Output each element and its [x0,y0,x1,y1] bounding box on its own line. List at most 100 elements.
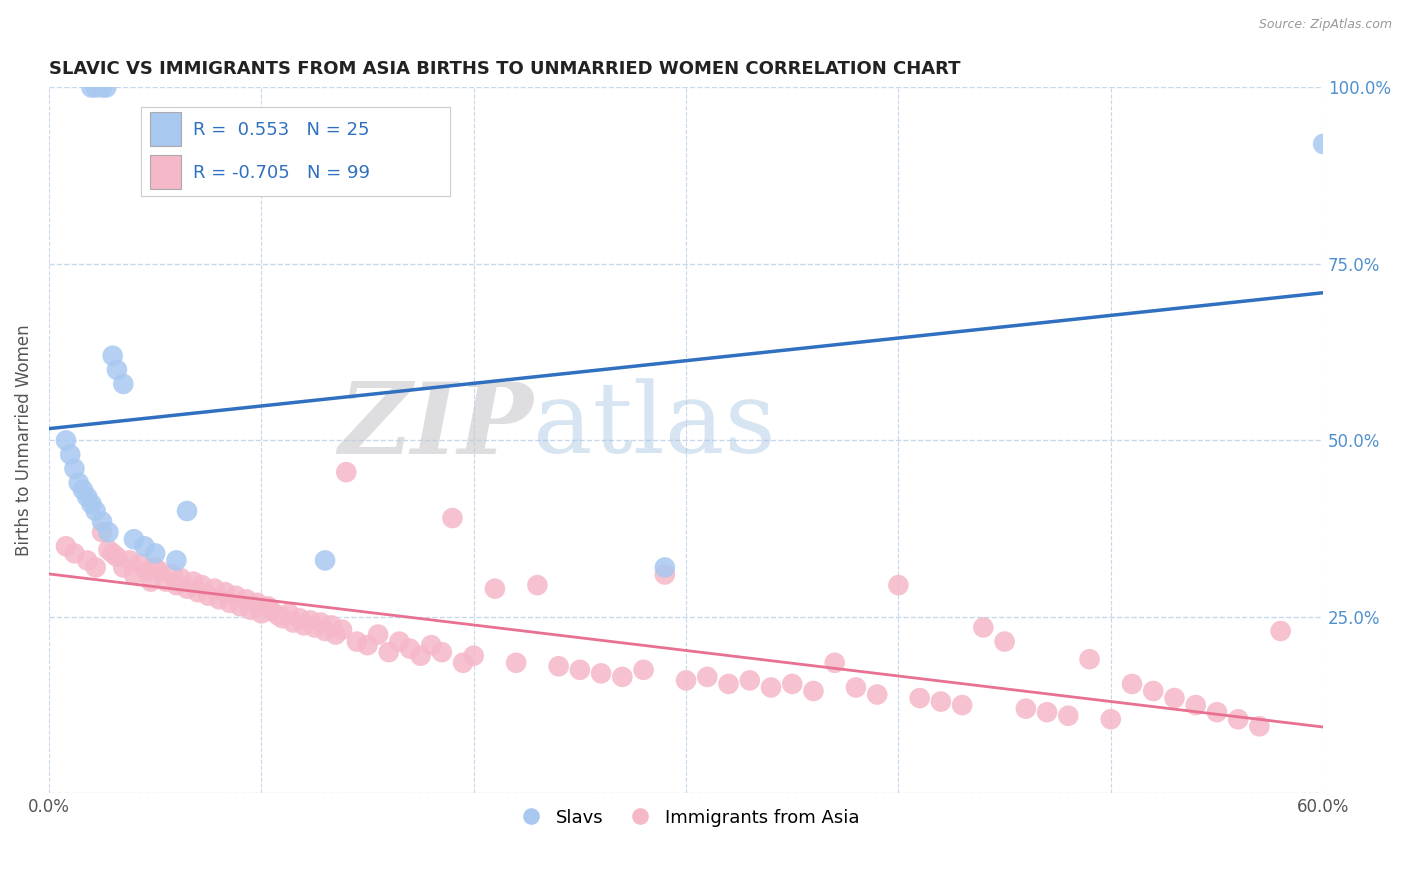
Point [191,578,214,592]
Point [96,80,118,95]
Point [91,525,114,540]
Point [169,571,191,585]
Bar [150,112,181,146]
Point [1015,701,1038,715]
Point [84,560,107,574]
Point [76,553,98,567]
Point [633,663,655,677]
Point [1078,652,1101,666]
Point [866,688,889,702]
Point [260,604,283,618]
Point [101,546,124,560]
Point [97,542,120,557]
Point [278,607,301,621]
Point [299,614,322,628]
Point [225,589,247,603]
Point [155,574,177,589]
Point [187,585,209,599]
Point [845,681,868,695]
Point [675,673,697,688]
Point [367,627,389,641]
Point [330,623,353,637]
Text: R = -0.705   N = 99: R = -0.705 N = 99 [193,163,370,182]
Point [505,656,527,670]
Point [143,546,166,560]
Point [738,673,761,688]
Point [1057,708,1080,723]
Point [118,553,141,567]
Point [267,608,290,623]
Point [80,497,103,511]
Point [122,533,145,547]
Point [246,596,269,610]
Point [84,504,107,518]
Point [325,627,347,641]
Point [314,553,336,567]
Point [67,475,90,490]
Point [1249,719,1271,733]
Point [314,624,336,638]
Point [994,634,1017,648]
Point [112,560,135,574]
Point [91,80,114,95]
Point [824,656,846,670]
Point [1227,712,1250,726]
Point [59,448,82,462]
Point [309,615,332,630]
Legend: Slavs, Immigrants from Asia: Slavs, Immigrants from Asia [505,801,866,834]
Point [197,589,219,603]
Point [1270,624,1292,638]
Text: SLAVIC VS IMMIGRANTS FROM ASIA BIRTHS TO UNMARRIED WOMEN CORRELATION CHART: SLAVIC VS IMMIGRANTS FROM ASIA BIRTHS TO… [49,60,960,78]
Point [214,585,236,599]
Point [55,539,77,553]
Point [72,483,94,497]
Point [568,663,591,677]
Point [139,574,162,589]
Point [612,670,634,684]
Point [256,599,278,614]
Point [208,592,231,607]
Bar [150,155,181,189]
Point [547,659,569,673]
Point [803,684,825,698]
Point [165,578,187,592]
Point [1163,691,1185,706]
Point [409,648,432,663]
Point [420,638,443,652]
Point [55,434,77,448]
Y-axis label: Births to Unmarried Women: Births to Unmarried Women [15,325,32,557]
Text: R =  0.553   N = 25: R = 0.553 N = 25 [193,120,370,139]
Text: Source: ZipAtlas.com: Source: ZipAtlas.com [1258,18,1392,31]
Point [288,611,311,625]
Point [101,349,124,363]
Point [1099,712,1122,726]
Point [143,560,166,574]
Point [239,603,262,617]
Point [148,564,170,578]
Point [399,641,422,656]
Point [321,618,343,632]
Point [76,490,98,504]
Point [356,638,378,652]
Point [1121,677,1143,691]
Point [129,557,152,571]
Point [591,666,613,681]
Point [696,670,718,684]
Point [176,582,198,596]
Point [91,515,114,529]
Point [63,546,86,560]
Point [183,574,205,589]
Point [463,648,485,663]
Point [654,560,676,574]
Point [1206,705,1229,719]
Point [526,578,548,592]
Point [204,582,226,596]
Point [218,596,240,610]
Point [292,618,315,632]
Point [63,461,86,475]
Point [134,539,156,553]
Point [122,567,145,582]
Point [176,504,198,518]
Point [441,511,464,525]
Point [950,698,973,712]
